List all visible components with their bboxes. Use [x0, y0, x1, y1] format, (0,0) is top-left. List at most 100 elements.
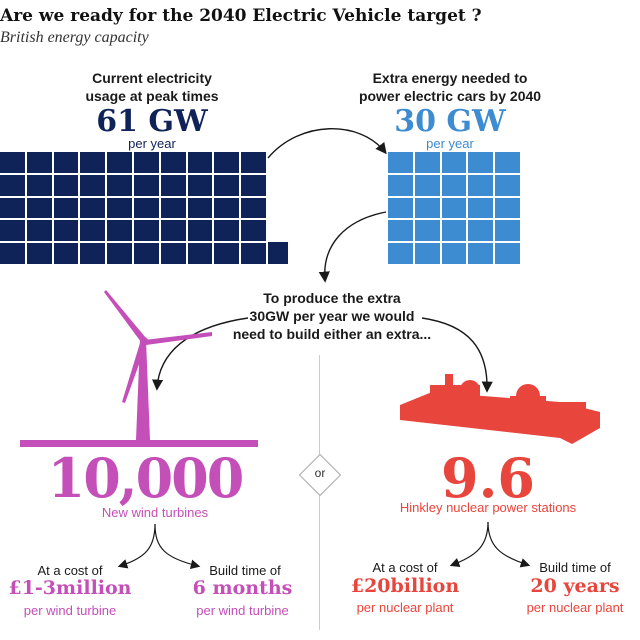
produce-line3: need to build either an extra... — [232, 326, 432, 342]
capacity-cell — [133, 174, 159, 196]
capacity-cell — [241, 243, 266, 264]
capacity-cell — [495, 174, 520, 196]
wind-time-unit: per wind turbine — [196, 603, 289, 618]
current-capacity-grid — [0, 152, 266, 264]
capacity-cell — [495, 197, 520, 219]
capacity-cell — [133, 220, 159, 242]
wind-time-label: Build time of — [209, 563, 281, 578]
capacity-cell — [441, 243, 467, 264]
nuclear-cost-label: At a cost of — [372, 560, 438, 575]
capacity-cell — [160, 197, 186, 219]
capacity-cell — [241, 152, 266, 173]
capacity-cell — [80, 220, 106, 242]
capacity-cell — [388, 174, 413, 196]
nuclear-time-label: Build time of — [539, 560, 611, 575]
capacity-cell — [53, 243, 79, 264]
capacity-cell — [26, 220, 52, 242]
curved-arrow-icon — [154, 523, 201, 569]
extra-label-line1: Extra energy needed to — [372, 70, 528, 86]
extra-label: Extra energy needed to power electric ca… — [350, 69, 550, 105]
capacity-cell — [26, 197, 52, 219]
capacity-cell — [133, 152, 159, 173]
capacity-cell — [187, 220, 213, 242]
page-title: Are we ready for the 2040 Electric Vehic… — [0, 6, 482, 26]
current-capacity-partial-cell — [268, 242, 288, 264]
capacity-cell — [214, 220, 240, 242]
or-label: or — [314, 466, 326, 480]
wind-value: 10,000 — [47, 446, 245, 510]
capacity-cell — [107, 243, 132, 264]
produce-line2: 30GW per year we would — [249, 308, 415, 324]
capacity-cell — [214, 243, 240, 264]
page-subtitle: British energy capacity — [0, 29, 149, 46]
produce-text: To produce the extra 30GW per year we wo… — [232, 289, 432, 343]
capacity-cell — [388, 197, 413, 219]
capacity-cell — [187, 174, 213, 196]
capacity-cell — [468, 174, 494, 196]
capacity-cell — [187, 197, 213, 219]
capacity-cell — [187, 243, 213, 264]
capacity-cell — [214, 174, 240, 196]
wind-cost-value: £1-3million — [8, 577, 132, 599]
capacity-cell — [0, 174, 25, 196]
nuclear-time-unit: per nuclear plant — [526, 600, 624, 615]
curved-arrow-icon — [117, 523, 156, 569]
curved-arrow-icon — [487, 521, 531, 568]
capacity-cell — [80, 243, 106, 264]
capacity-cell — [414, 152, 440, 173]
capacity-cell — [441, 197, 467, 219]
extra-label-line2: power electric cars by 2040 — [358, 88, 542, 104]
current-label-line2: usage at peak times — [85, 88, 219, 104]
wind-turbine-icon — [20, 290, 258, 447]
capacity-cell — [107, 197, 132, 219]
wind-cost-label: At a cost of — [37, 563, 103, 578]
capacity-cell — [414, 197, 440, 219]
capacity-cell — [414, 243, 440, 264]
capacity-cell — [160, 220, 186, 242]
capacity-cell — [0, 197, 25, 219]
capacity-cell — [495, 243, 520, 264]
capacity-cell — [0, 243, 25, 264]
capacity-cell — [468, 220, 494, 242]
capacity-cell — [468, 197, 494, 219]
wind-time-value: 6 months — [192, 577, 293, 599]
capacity-cell — [133, 197, 159, 219]
capacity-cell — [107, 174, 132, 196]
capacity-cell — [26, 152, 52, 173]
produce-line1: To produce the extra — [263, 290, 401, 306]
capacity-cell — [388, 220, 413, 242]
capacity-cell — [26, 243, 52, 264]
capacity-cell — [241, 197, 266, 219]
nuclear-cost-unit: per nuclear plant — [356, 600, 454, 615]
current-unit: per year — [128, 136, 176, 151]
capacity-cell — [160, 174, 186, 196]
capacity-cell — [388, 243, 413, 264]
extra-value: 30 GW — [394, 104, 506, 139]
curved-arrow-icon — [421, 317, 493, 393]
capacity-cell — [214, 152, 240, 173]
capacity-cell — [160, 243, 186, 264]
capacity-cell — [241, 174, 266, 196]
capacity-cell — [414, 174, 440, 196]
curved-arrow-icon — [318, 211, 387, 283]
nuclear-cost-value: £20billion — [350, 575, 460, 597]
capacity-cell — [26, 174, 52, 196]
capacity-cell — [0, 220, 25, 242]
capacity-cell — [414, 220, 440, 242]
capacity-cell — [80, 152, 106, 173]
extra-unit: per year — [426, 136, 474, 151]
capacity-cell — [107, 220, 132, 242]
capacity-cell — [53, 152, 79, 173]
nuclear-label: Hinkley nuclear power stations — [399, 500, 577, 515]
nuclear-value: 9.6 — [441, 446, 535, 510]
capacity-cell — [214, 197, 240, 219]
nuclear-time-value: 20 years — [530, 575, 620, 597]
curved-arrow-icon — [449, 521, 489, 567]
capacity-cell — [468, 152, 494, 173]
capacity-cell — [53, 174, 79, 196]
capacity-cell — [441, 152, 467, 173]
wind-cost-unit: per wind turbine — [23, 603, 117, 618]
capacity-cell — [495, 152, 520, 173]
capacity-cell — [187, 152, 213, 173]
